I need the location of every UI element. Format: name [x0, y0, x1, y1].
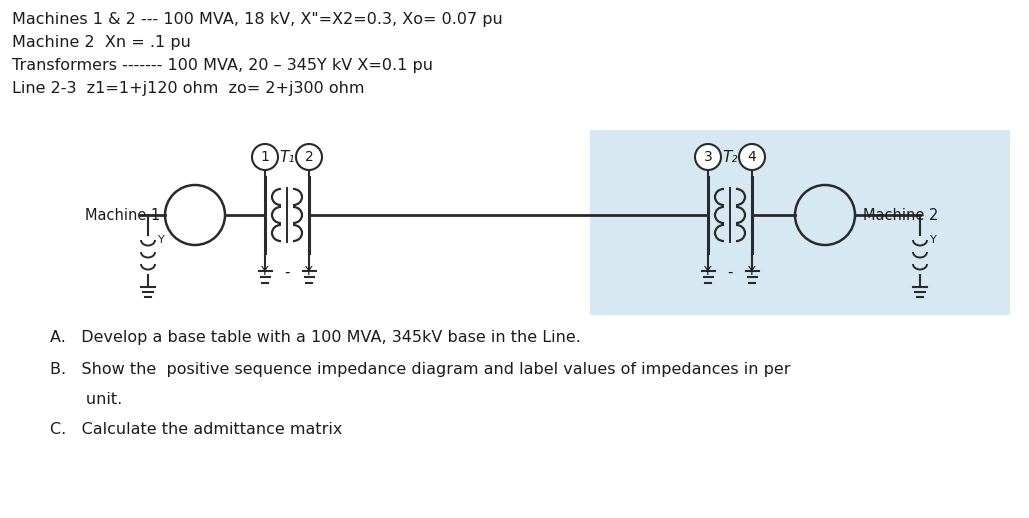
Text: Machine 1: Machine 1: [84, 208, 159, 223]
Text: Line 2-3  z1=1+j120 ohm  zo= 2+j300 ohm: Line 2-3 z1=1+j120 ohm zo= 2+j300 ohm: [12, 81, 364, 96]
Text: Y: Y: [704, 265, 712, 278]
Text: Y: Y: [930, 235, 936, 245]
Circle shape: [695, 144, 721, 170]
Text: C.   Calculate the admittance matrix: C. Calculate the admittance matrix: [50, 422, 343, 437]
Text: A.   Develop a base table with a 100 MVA, 345kV base in the Line.: A. Develop a base table with a 100 MVA, …: [50, 330, 581, 345]
Text: 3: 3: [704, 150, 712, 164]
Text: 4: 4: [748, 150, 756, 164]
Text: Y: Y: [748, 265, 756, 278]
Text: unit.: unit.: [50, 392, 122, 407]
Text: 1: 1: [260, 150, 270, 164]
Text: Machine 2: Machine 2: [863, 208, 938, 223]
Bar: [590, 130, 1010, 315]
Circle shape: [739, 144, 765, 170]
Circle shape: [252, 144, 278, 170]
Text: B.   Show the  positive sequence impedance diagram and label values of impedance: B. Show the positive sequence impedance …: [50, 362, 790, 377]
Text: Machine 2  Xn = .1 pu: Machine 2 Xn = .1 pu: [12, 35, 190, 50]
Text: -: -: [728, 265, 733, 280]
Text: T₂: T₂: [722, 150, 738, 165]
Text: Y: Y: [158, 235, 165, 245]
Text: Machines 1 & 2 --- 100 MVA, 18 kV, X"=X2=0.3, Xo= 0.07 pu: Machines 1 & 2 --- 100 MVA, 18 kV, X"=X2…: [12, 12, 503, 27]
Text: T₁: T₁: [279, 150, 294, 165]
Text: Y: Y: [261, 265, 269, 278]
Text: Transformers ------- 100 MVA, 20 – 345Y kV X=0.1 pu: Transformers ------- 100 MVA, 20 – 345Y …: [12, 58, 433, 73]
Text: 2: 2: [305, 150, 314, 164]
Circle shape: [296, 144, 322, 170]
Text: Y: Y: [306, 265, 313, 278]
Text: -: -: [284, 265, 290, 280]
